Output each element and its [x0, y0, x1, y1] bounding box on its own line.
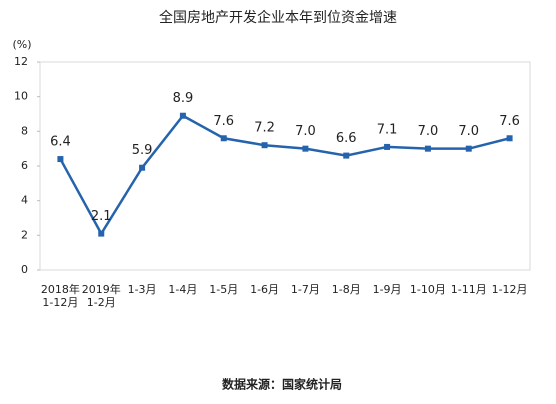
value-label: 7.0	[295, 124, 316, 139]
x-tick-label: 1-4月	[168, 283, 197, 296]
x-tick-label: 1-3月	[128, 283, 157, 296]
x-tick-label: 1-12月	[492, 283, 528, 296]
value-label: 6.4	[50, 135, 71, 150]
data-point	[220, 135, 227, 142]
data-point	[57, 156, 64, 163]
y-tick-label: 2	[21, 228, 28, 241]
x-tick-label: 2018年 1-12月	[41, 282, 80, 309]
value-label: 2.1	[91, 209, 112, 224]
x-tick-label: 1-11月	[451, 283, 487, 296]
value-label: 7.1	[377, 122, 398, 137]
value-label: 7.6	[213, 114, 234, 129]
data-point	[139, 164, 146, 171]
x-tick-label: 1-8月	[332, 283, 361, 296]
data-point	[506, 135, 513, 142]
data-point	[384, 143, 391, 150]
value-label: 7.2	[254, 121, 275, 136]
source-note: 数据来源：国家统计局	[222, 377, 342, 392]
data-point	[424, 145, 431, 152]
value-label: 8.9	[173, 91, 194, 106]
data-point	[98, 230, 105, 237]
x-tick-label: 1-9月	[373, 283, 402, 296]
value-label: 5.9	[132, 143, 153, 158]
x-tick-label: 1-7月	[291, 283, 320, 296]
value-label: 6.6	[336, 131, 357, 146]
y-tick-label: 4	[21, 194, 28, 207]
value-label: 7.0	[458, 124, 479, 139]
chart-title: 全国房地产开发企业本年到位资金增速	[159, 9, 397, 26]
data-point	[302, 145, 309, 152]
data-point	[261, 142, 268, 149]
y-tick-label: 6	[21, 159, 28, 172]
plot-frame	[39, 61, 531, 271]
y-tick-label: 0	[21, 263, 28, 276]
data-point	[343, 152, 350, 159]
value-label: 7.0	[418, 124, 439, 139]
y-tick-label: 10	[14, 90, 28, 103]
y-tick-label: 12	[14, 55, 28, 68]
data-point	[179, 112, 186, 119]
x-tick-label: 2019年 1-2月	[82, 282, 121, 309]
y-tick-label: 8	[21, 124, 28, 137]
data-point	[465, 145, 472, 152]
data-line	[59, 114, 510, 237]
y-axis-label: (%)	[12, 38, 31, 51]
x-tick-label: 1-5月	[209, 283, 238, 296]
x-tick-label: 1-10月	[410, 283, 446, 296]
value-label: 7.6	[499, 114, 520, 129]
x-tick-label: 1-6月	[250, 283, 279, 296]
